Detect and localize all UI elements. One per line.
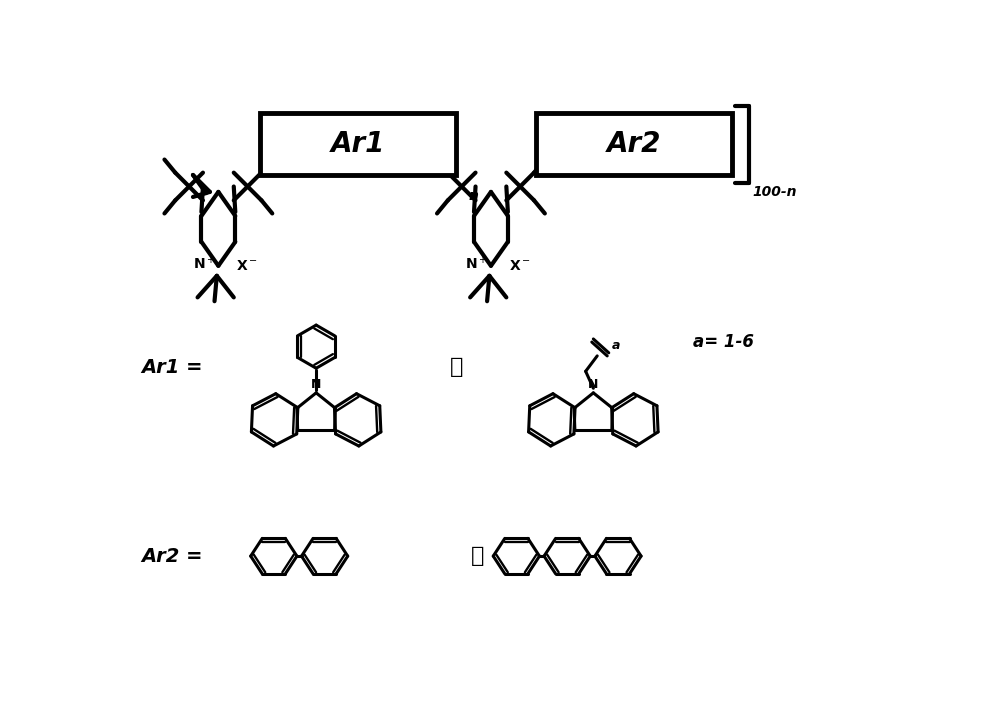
- Text: N$^+$: N$^+$: [193, 256, 215, 273]
- Text: N: N: [311, 378, 321, 392]
- Bar: [536, 113, 732, 175]
- Text: X$^-$: X$^-$: [509, 258, 531, 273]
- Text: Ar2 =: Ar2 =: [141, 546, 203, 566]
- Text: Ar2: Ar2: [607, 130, 661, 158]
- Text: X$^-$: X$^-$: [236, 258, 258, 273]
- Text: n: n: [469, 189, 479, 203]
- Text: N$^+$: N$^+$: [465, 256, 488, 273]
- Text: Ar1 =: Ar1 =: [141, 358, 203, 377]
- Text: Ar1: Ar1: [331, 130, 385, 158]
- Bar: [260, 113, 456, 175]
- Text: 100-n: 100-n: [752, 185, 796, 199]
- Text: 或: 或: [471, 546, 485, 566]
- Text: a: a: [612, 338, 620, 351]
- Text: N: N: [588, 378, 599, 392]
- Text: a= 1-6: a= 1-6: [693, 333, 754, 351]
- Text: 或: 或: [450, 357, 464, 377]
